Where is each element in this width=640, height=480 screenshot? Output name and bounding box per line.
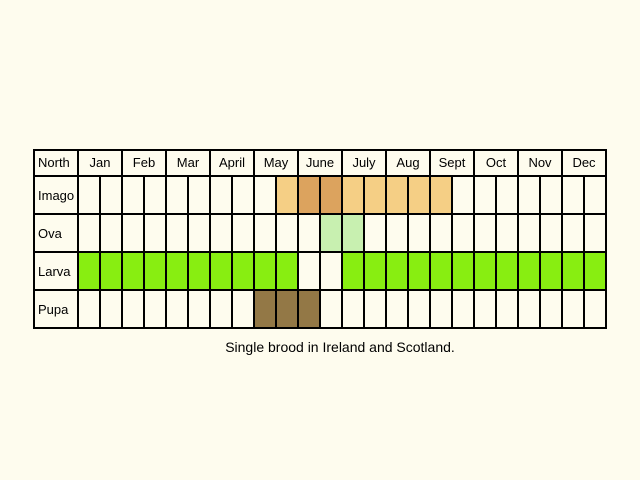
month-label-nov: Nov [528, 155, 552, 170]
stage-label-ova: Ova [38, 226, 63, 241]
chart-grid [33, 149, 607, 329]
month-label-april: April [219, 155, 245, 170]
month-label-oct: Oct [486, 155, 507, 170]
month-label-aug: Aug [396, 155, 419, 170]
stage-label-larva: Larva [38, 264, 71, 279]
chart-labels: North Jan Feb Mar April May June July Aug Sept Oc… [38, 155, 596, 317]
period-fill-pupa-0 [254, 290, 320, 328]
region-label: North [38, 155, 70, 170]
month-label-feb: Feb [133, 155, 155, 170]
month-label-jan: Jan [90, 155, 111, 170]
chart-caption: Single brood in Ireland and Scotland. [225, 339, 455, 355]
stage-label-imago: Imago [38, 188, 74, 203]
stage-label-pupa: Pupa [38, 302, 69, 317]
month-label-mar: Mar [177, 155, 200, 170]
month-label-june: June [306, 155, 334, 170]
month-label-dec: Dec [572, 155, 596, 170]
month-label-sept: Sept [439, 155, 466, 170]
month-label-may: May [264, 155, 289, 170]
month-label-july: July [352, 155, 376, 170]
